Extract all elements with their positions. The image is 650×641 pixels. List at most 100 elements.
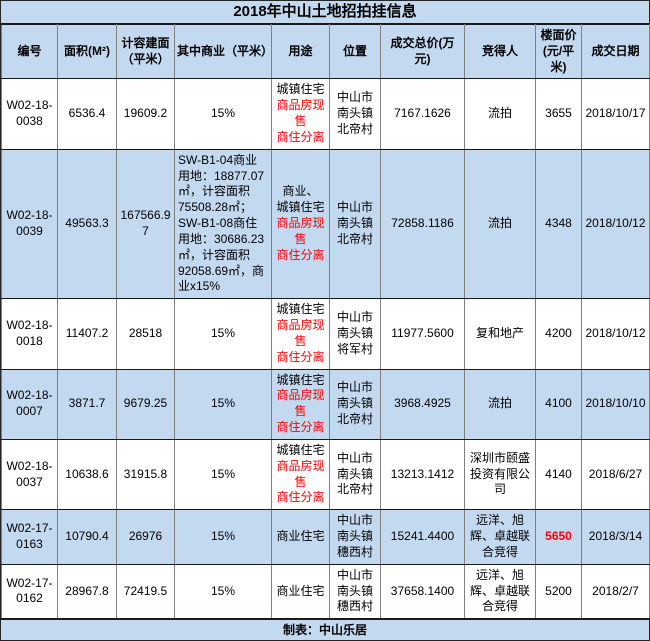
cell-unit-price: 4100 (535, 368, 582, 440)
table-row: W02-18-0007 3871.7 9679.25 15% 城镇住宅 商品房现售 商住分离… (1, 368, 650, 440)
cell-location: 中山市南头镇北帝村 (329, 438, 381, 511)
usage-line: 城镇住宅 (276, 442, 325, 457)
cell-unit-price: 3655 (535, 78, 582, 150)
cell-usage: 商业住宅 (271, 563, 330, 620)
cell-area: 10790.4 (57, 509, 117, 565)
cell-total-price: 13213.1412 (380, 438, 465, 511)
table-body: W02-18-0038 6536.4 19609.2 15% 城镇住宅 商品房现售 商住分离… (1, 78, 650, 620)
cell-commercial: 15% (174, 563, 272, 620)
table-row: W02-18-0038 6536.4 19609.2 15% 城镇住宅 商品房现售 商住分离… (1, 78, 650, 150)
cell-usage: 城镇住宅 商品房现售 商住分离 (271, 368, 330, 440)
cell-area: 10638.6 (57, 438, 117, 511)
cell-winner: 流拍 (464, 148, 536, 300)
table-row: W02-17-0163 10790.4 26976 15% 商业住宅 中山市南头镇穗西村 1… (1, 509, 650, 565)
land-auction-table: 编号 面积(M²) 计容建面（平米） 其中商业（平米） 用途 位置 成交总价(万元) 竞得人楼… (1, 23, 650, 620)
column-header: 用途 (271, 23, 330, 80)
page-title: 2018年中山土地招拍挂信息 (1, 1, 649, 24)
cell-winner: 复和地产 (464, 298, 536, 370)
cell-area: 6536.4 (57, 78, 117, 150)
cell-commercial: 15% (174, 78, 272, 150)
column-header: 楼面价(元/平米) (535, 23, 582, 80)
cell-floor-area: 9679.25 (116, 368, 175, 440)
table-row: W02-18-0039 49563.3 167566.97 SW-B1-04商业用地：… (1, 148, 650, 300)
cell-commercial: 15% (174, 368, 272, 440)
table-footer: 制表：中山乐居 (1, 619, 649, 641)
cell-winner: 远洋、旭辉、卓越联合竞得 (464, 563, 536, 620)
usage-line-red: 商品房现售 (276, 318, 325, 348)
cell-winner: 深圳市颐盛投资有限公司 (464, 438, 536, 511)
cell-unit-price: 5200 (535, 563, 582, 620)
cell-id: W02-18-0007 (1, 368, 58, 440)
cell-id: W02-18-0018 (1, 298, 58, 370)
cell-winner: 流拍 (464, 78, 536, 150)
table-row: W02-18-0037 10638.6 31915.8 15% 城镇住宅 商品房现售 商住分… (1, 438, 650, 511)
column-header: 成交总价(万元) (380, 23, 465, 80)
cell-date: 2018/10/17 (581, 78, 650, 150)
column-header: 成交日期 (581, 23, 650, 80)
cell-floor-area: 31915.8 (116, 438, 175, 511)
usage-line: 商业住宅 (276, 583, 325, 598)
cell-floor-area: 28518 (116, 298, 175, 370)
column-header: 竞得人 (464, 23, 536, 80)
cell-id: W02-17-0163 (1, 509, 58, 565)
cell-area: 49563.3 (57, 148, 117, 300)
cell-commercial: 15% (174, 298, 272, 370)
usage-line: 商业、 (282, 184, 319, 199)
cell-total-price: 72858.1186 (380, 148, 465, 300)
usage-line-red: 商住分离 (276, 129, 325, 144)
cell-floor-area: 26976 (116, 509, 175, 565)
usage-line-red: 商品房现售 (276, 98, 325, 129)
cell-winner: 流拍 (464, 368, 536, 440)
header-row: 编号 面积(M²) 计容建面（平米） 其中商业（平米） 用途 位置 成交总价(万元) 竞得人楼… (1, 23, 650, 80)
usage-line-red: 商住分离 (276, 490, 325, 505)
cell-location: 中山市南头镇北帝村 (329, 368, 381, 440)
cell-date: 2018/6/27 (581, 438, 650, 511)
cell-area: 3871.7 (57, 368, 117, 440)
cell-usage: 城镇住宅 商品房现售 商住分离 (271, 78, 330, 150)
usage-line-red: 商住分离 (276, 420, 325, 435)
usage-line: 城镇住宅 (276, 302, 325, 317)
cell-date: 2018/10/12 (581, 298, 650, 370)
cell-total-price: 37658.1400 (380, 563, 465, 620)
cell-unit-price: 4200 (535, 298, 582, 370)
cell-area: 11407.2 (57, 298, 117, 370)
column-header: 其中商业（平米） (174, 23, 272, 80)
cell-commercial: 15% (174, 509, 272, 565)
cell-total-price: 3968.4925 (380, 368, 465, 440)
cell-location: 中山市南头镇北帝村 (329, 148, 381, 300)
cell-winner: 远洋、旭辉、卓越联合竞得 (464, 509, 536, 565)
cell-floor-area: 19609.2 (116, 78, 175, 150)
table-row: W02-17-0162 28967.8 72419.5 15% 商业住宅 中山市南头镇穗西… (1, 563, 650, 620)
cell-commercial: 15% (174, 438, 272, 511)
column-header: 计容建面（平米） (116, 23, 175, 80)
usage-line: 城镇住宅 (276, 200, 325, 215)
cell-location: 中山市南头镇穗西村 (329, 563, 381, 620)
cell-date: 2018/10/10 (581, 368, 650, 440)
cell-id: W02-17-0162 (1, 563, 58, 620)
cell-date: 2018/10/12 (581, 148, 650, 300)
cell-location: 中山市南头镇将军村 (329, 298, 381, 370)
usage-line-red: 商品房现售 (276, 458, 325, 489)
column-header: 面积(M²) (57, 23, 117, 80)
cell-floor-area: 167566.97 (116, 148, 175, 300)
cell-id: W02-18-0039 (1, 148, 58, 300)
usage-line-red: 商品房现售 (276, 388, 325, 419)
usage-line-red: 商品房现售 (276, 216, 325, 246)
cell-unit-price: 4140 (535, 438, 582, 511)
cell-commercial: SW-B1-04商业用地：18877.07㎡，计容面积75508.28㎡； SW… (174, 148, 272, 300)
cell-total-price: 7167.1626 (380, 78, 465, 150)
cell-id: W02-18-0038 (1, 78, 58, 150)
usage-line: 城镇住宅 (276, 82, 325, 97)
usage-line: 城镇住宅 (276, 372, 325, 387)
usage-line-red: 商住分离 (276, 247, 325, 262)
cell-location: 中山市南头镇穗西村 (329, 509, 381, 565)
cell-date: 2018/2/7 (581, 563, 650, 620)
usage-line-red: 商住分离 (276, 349, 325, 364)
column-header: 编号 (1, 23, 58, 80)
usage-line: 商业住宅 (276, 529, 325, 544)
cell-unit-price: 5650 (535, 509, 582, 565)
cell-usage: 商业住宅 (271, 509, 330, 565)
cell-usage: 商业、 城镇住宅 商品房现售 商住分离 (271, 148, 330, 300)
cell-usage: 城镇住宅 商品房现售 商住分离 (271, 298, 330, 370)
